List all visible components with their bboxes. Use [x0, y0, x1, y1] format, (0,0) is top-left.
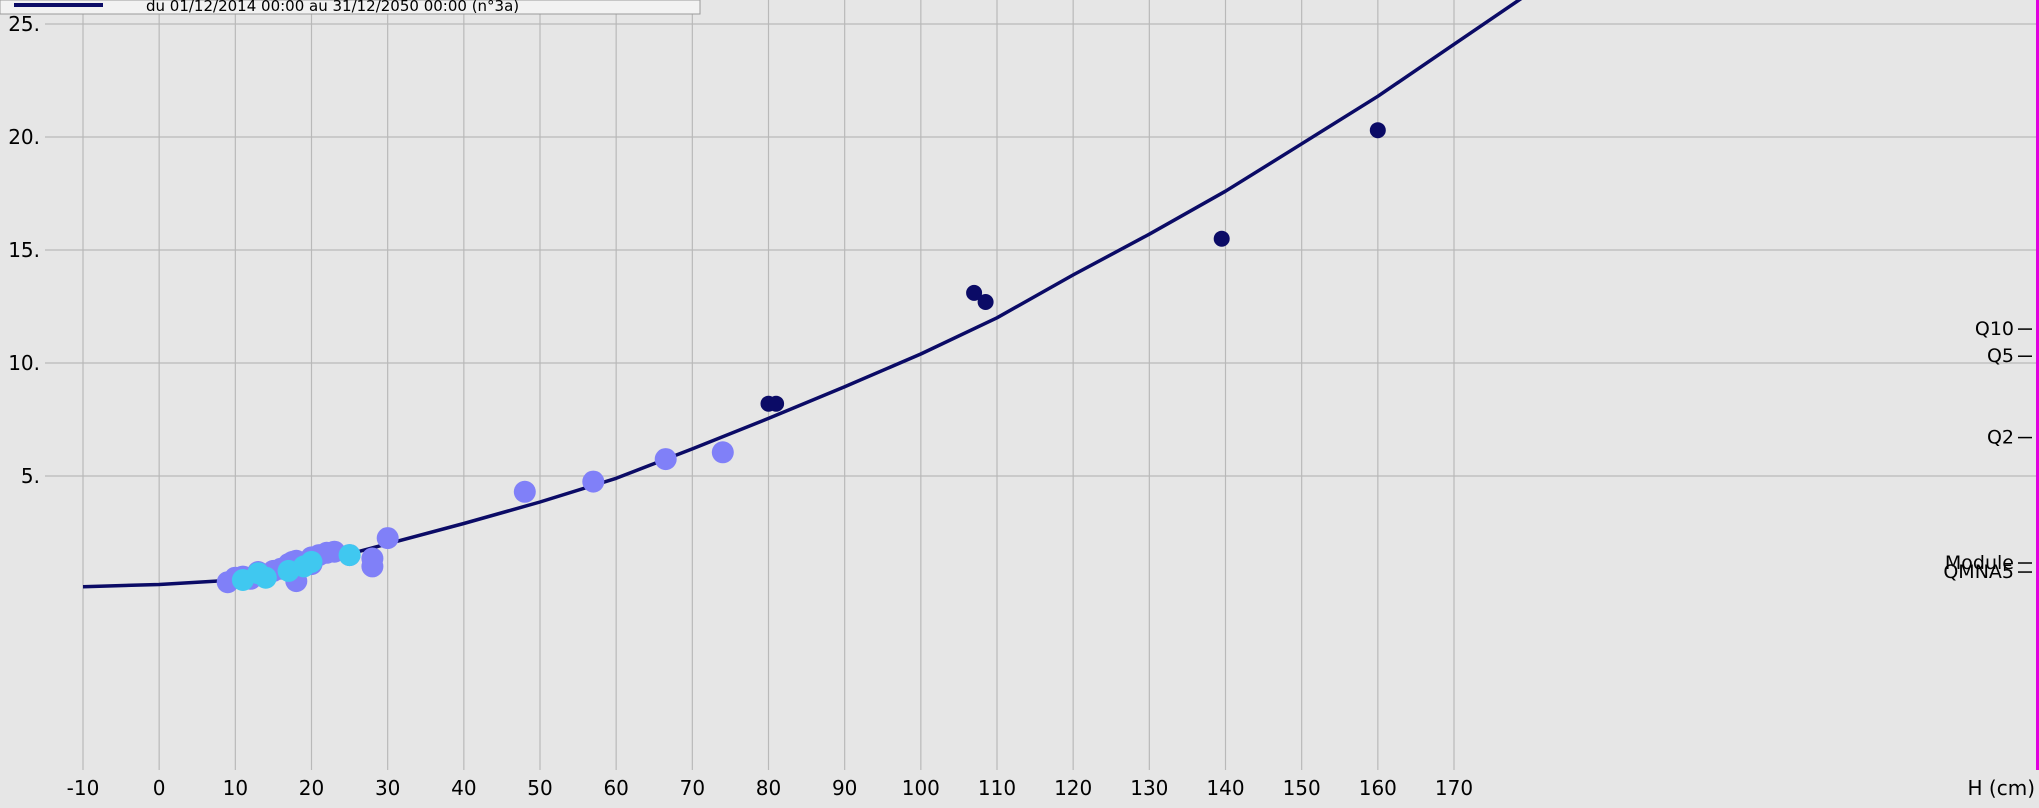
x-tick-label: 10 — [223, 776, 248, 800]
gauging-point — [376, 527, 399, 550]
threshold-marker-label: Q2 — [1987, 427, 2014, 449]
threshold-marker-label: QMNA5 — [1943, 561, 2014, 583]
legend-entry-label: du 01/12/2014 00:00 au 31/12/2050 00:00 … — [146, 0, 519, 15]
x-tick-label: 80 — [756, 776, 781, 800]
gauging-point — [966, 284, 983, 301]
x-tick-label: 0 — [153, 776, 166, 800]
y-tick-label: 25. — [8, 12, 40, 36]
y-axis-tick-labels: 5. 10. 15. 20. 25. — [8, 12, 40, 488]
gauging-point — [1213, 230, 1230, 247]
right-edge-bar — [2036, 0, 2039, 770]
x-tick-label: 60 — [603, 776, 628, 800]
x-tick-label: 100 — [902, 776, 940, 800]
x-tick-label: 90 — [832, 776, 857, 800]
x-tick-label: 30 — [375, 776, 400, 800]
x-tick-label: 50 — [527, 776, 552, 800]
x-tick-label: 110 — [978, 776, 1016, 800]
x-axis-tick-labels: -10 0 10 20 30 40 50 60 70 80 90 100 110 120 130 140 150… — [67, 776, 1473, 800]
x-tick-label: 160 — [1359, 776, 1397, 800]
x-tick-label: -10 — [67, 776, 100, 800]
x-tick-label: 70 — [680, 776, 705, 800]
x-tick-label: 20 — [299, 776, 324, 800]
y-tick-label: 20. — [8, 125, 40, 149]
x-tick-label: 120 — [1054, 776, 1092, 800]
y-tick-label: 15. — [8, 238, 40, 262]
threshold-marker-label: Module — [1945, 552, 2014, 574]
gauging-point — [582, 470, 605, 493]
threshold-marker-label: Q10 — [1975, 318, 2014, 340]
points-layer — [216, 122, 1386, 594]
gauging-point — [977, 294, 994, 310]
gridlines — [45, 0, 2036, 770]
x-tick-label: 140 — [1206, 776, 1244, 800]
gauging-point — [338, 544, 361, 567]
gauging-point — [300, 550, 323, 573]
y-tick-label: 5. — [21, 464, 40, 488]
x-tick-label: 130 — [1130, 776, 1168, 800]
gauging-point — [1369, 122, 1386, 139]
gauging-point — [654, 448, 677, 471]
gauging-point — [768, 395, 785, 412]
x-tick-label: 150 — [1283, 776, 1321, 800]
gauging-point — [513, 480, 536, 503]
x-tick-label: 170 — [1435, 776, 1473, 800]
gauging-point — [361, 555, 384, 578]
gauging-point — [711, 441, 734, 464]
threshold-marker-label: Q5 — [1987, 345, 2014, 367]
x-axis-label: H (cm) — [1968, 776, 2035, 800]
legend-box — [0, 0, 701, 15]
x-tick-label: 40 — [451, 776, 476, 800]
y-tick-label: 10. — [8, 351, 40, 375]
gauging-point — [254, 566, 277, 589]
legend: du 01/12/2014 00:00 au 31/12/2050 00:00 … — [0, 0, 701, 15]
